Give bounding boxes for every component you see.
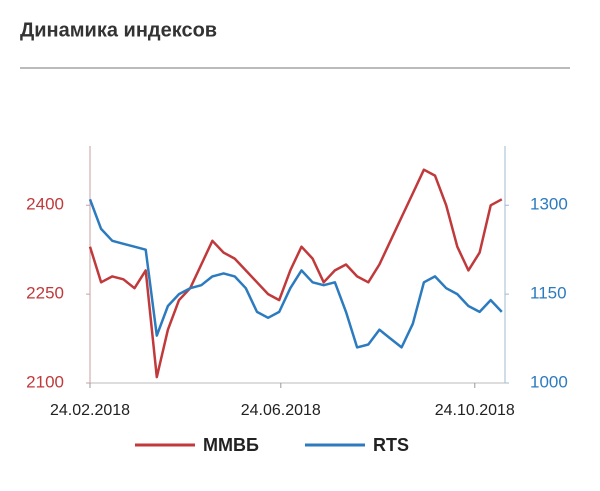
y2-tick-label: 1000 — [530, 372, 568, 391]
y2-tick-label: 1300 — [530, 195, 568, 214]
y2-tick-label: 1150 — [530, 284, 567, 303]
x-tick-label: 24.06.2018 — [241, 402, 321, 419]
series-line — [88, 198, 503, 349]
y-tick-label: 2100 — [26, 372, 64, 391]
legend-label: ММВБ — [203, 435, 259, 455]
x-tick-label: 24.02.2018 — [50, 402, 130, 419]
x-tick-label: 24.10.2018 — [435, 402, 515, 419]
chart-title: Динамика индексов — [20, 19, 217, 41]
y-tick-label: 2400 — [26, 195, 64, 214]
y-tick-label: 2250 — [26, 284, 64, 303]
legend-label: RTS — [373, 435, 409, 455]
series-line — [88, 168, 503, 379]
